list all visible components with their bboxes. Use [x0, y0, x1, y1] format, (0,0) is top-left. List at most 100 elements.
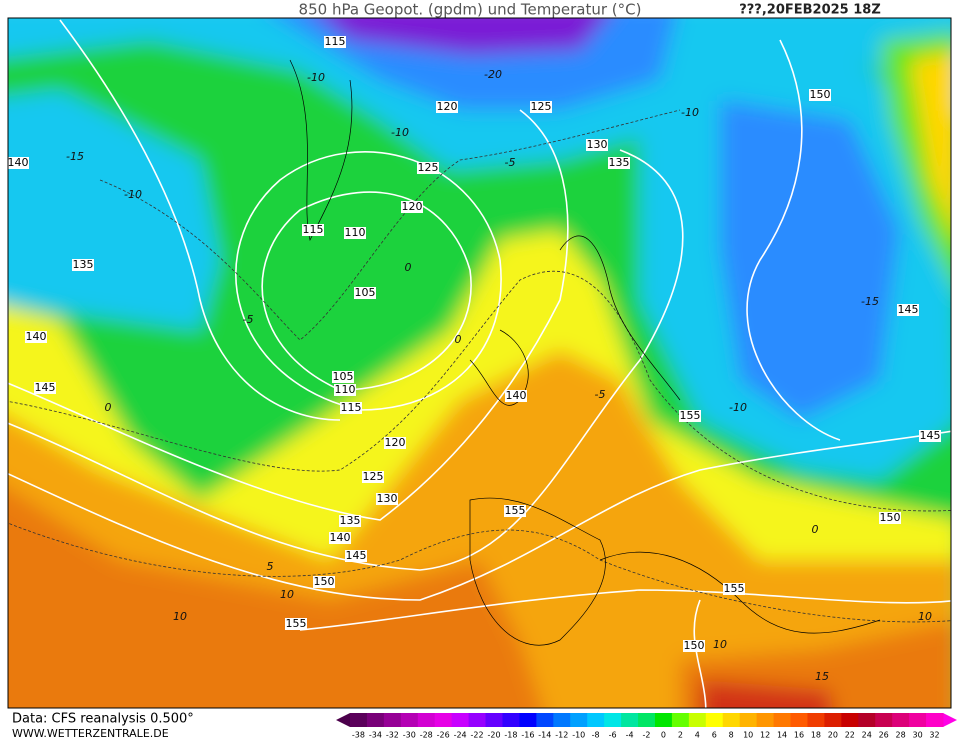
scale-label: -2	[643, 731, 651, 740]
scale-swatch	[468, 713, 487, 727]
scale-swatch	[756, 713, 775, 727]
label-box	[504, 505, 526, 517]
geopotential-label: 140	[26, 330, 47, 343]
scale-swatch	[587, 713, 605, 727]
scale-swatch	[570, 713, 588, 727]
scale-swatch	[485, 713, 503, 727]
geopotential-label: 120	[437, 100, 458, 113]
map-frame	[7, 17, 952, 709]
scale-swatch	[926, 713, 944, 727]
scale-swatch	[841, 713, 859, 727]
scale-label: -34	[369, 731, 382, 740]
scale-label: -6	[609, 731, 617, 740]
label-box	[417, 162, 439, 174]
label-box	[329, 532, 351, 544]
scale-label: 24	[862, 731, 872, 740]
scale-label: -30	[403, 731, 416, 740]
geopotential-label: 135	[340, 514, 361, 527]
scale-label: -10	[572, 731, 585, 740]
geopotential-label: 130	[587, 138, 608, 151]
scale-swatch	[892, 713, 910, 727]
isotherms	[8, 109, 951, 623]
scale-swatch	[400, 713, 419, 727]
scale-swatch	[434, 713, 453, 727]
scale-label: 16	[794, 731, 804, 740]
scale-swatch	[553, 713, 571, 727]
label-box	[809, 89, 831, 101]
label-box	[897, 304, 919, 316]
scale-swatch	[366, 713, 385, 727]
temperature-label: -10	[681, 106, 699, 119]
scale-label: -24	[454, 731, 467, 740]
scale-swatch	[875, 713, 893, 727]
label-box	[723, 583, 745, 595]
temperature-label: -15	[861, 295, 879, 308]
label-box	[334, 384, 356, 396]
geopotential-label: 120	[385, 436, 406, 449]
label-box	[683, 640, 705, 652]
scale-label: 6	[712, 731, 717, 740]
scale-arrow-right	[943, 713, 957, 727]
label-box	[362, 471, 384, 483]
scale-label: -16	[521, 731, 534, 740]
geopotential-label: 105	[333, 370, 354, 383]
temperature-label: -10	[729, 401, 747, 414]
label-box	[332, 371, 354, 383]
scale-swatch	[604, 713, 622, 727]
label-box	[25, 331, 47, 343]
label-box	[376, 493, 398, 505]
label-box	[505, 390, 527, 402]
geopotential-label: 125	[531, 100, 552, 113]
scale-swatch	[773, 713, 792, 727]
scale-label: 10	[743, 731, 753, 740]
geopotential-label: 135	[609, 156, 630, 169]
scale-swatch	[383, 713, 402, 727]
geopotential-label: 145	[898, 303, 919, 316]
scale-label: -12	[555, 731, 568, 740]
geopotential-label: 105	[355, 286, 376, 299]
scale-swatch	[790, 713, 808, 727]
geopotential-label: 150	[314, 575, 335, 588]
scale-label: 32	[929, 731, 939, 740]
scale-swatch	[417, 713, 436, 727]
scale-label: -4	[626, 731, 634, 740]
label-box	[401, 201, 423, 213]
geopotential-label: 140	[8, 156, 29, 169]
geopotential-label: 140	[506, 389, 527, 402]
label-box	[8, 157, 29, 169]
scale-label: -18	[504, 731, 517, 740]
geopotential-label: 150	[810, 88, 831, 101]
temperature-label: 0	[105, 401, 112, 414]
geopotential-label: 120	[402, 200, 423, 213]
geopotential-label: 150	[684, 639, 705, 652]
temperature-label: 0	[812, 523, 819, 536]
geopotential-label: 155	[680, 409, 701, 422]
label-box	[384, 437, 406, 449]
temperature-label: -10	[124, 188, 142, 201]
scale-swatch	[451, 713, 470, 727]
scale-label: 22	[845, 731, 855, 740]
geopotential-label: 145	[920, 429, 941, 442]
scale-label: 30	[912, 731, 922, 740]
temperature-label: -10	[391, 126, 409, 139]
scale-swatch	[638, 713, 656, 727]
temperature-label: 0	[455, 333, 462, 346]
label-box	[436, 101, 458, 113]
label-box	[586, 139, 608, 151]
temperature-label: -5	[595, 388, 606, 401]
scale-swatch	[858, 713, 876, 727]
geopotential-label: 155	[724, 582, 745, 595]
label-box	[679, 410, 701, 422]
scale-swatch	[807, 713, 825, 727]
geopotential-label: 115	[325, 35, 346, 48]
temperature-label: 15	[815, 670, 829, 683]
temperature-label: 0	[405, 261, 412, 274]
title: 850 hPa Geopot. (gpdm) und Temperatur (°…	[299, 1, 642, 19]
temperature-label: 10	[173, 610, 187, 623]
scale-label: -14	[538, 731, 551, 740]
scale-label: 2	[678, 731, 683, 740]
geopotential-label: 125	[363, 470, 384, 483]
scale-swatch	[739, 713, 758, 727]
